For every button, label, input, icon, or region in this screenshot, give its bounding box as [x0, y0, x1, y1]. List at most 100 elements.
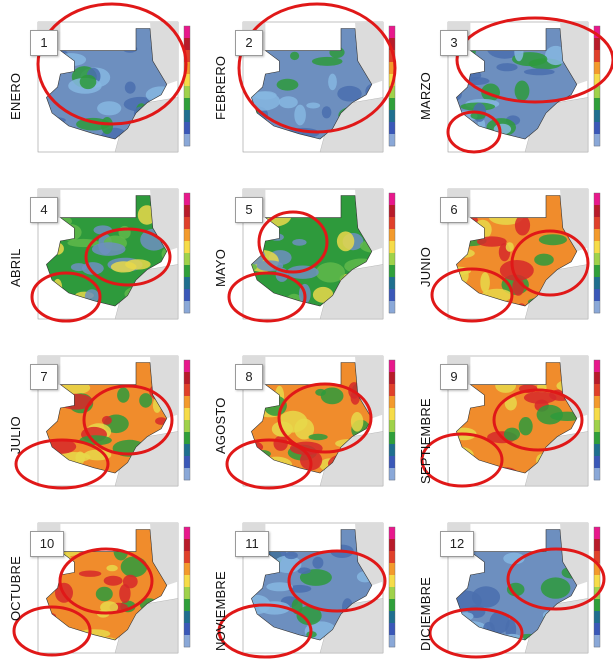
rainfall-map	[420, 355, 601, 488]
highlight-circle	[446, 110, 502, 154]
map-panel-abril: 4 ABRIL	[0, 167, 203, 332]
colorbar	[388, 25, 396, 147]
belize-land	[150, 523, 178, 586]
colorbar	[388, 359, 396, 481]
country-outline	[46, 28, 168, 140]
highlight-circle	[30, 271, 102, 323]
belize-land	[355, 189, 383, 252]
month-label: ENERO	[8, 72, 23, 120]
belize-land	[150, 356, 178, 419]
panel-number: 12	[440, 531, 474, 557]
panel-number: 6	[440, 197, 468, 223]
map-panel-septiembre: 9 SEPTIEMBRE	[410, 334, 613, 499]
highlight-circle	[430, 267, 514, 323]
panel-number: 3	[440, 30, 468, 56]
highlight-circle	[420, 432, 504, 488]
colorbar	[183, 526, 191, 648]
month-label: DICIEMBRE	[418, 576, 433, 651]
rainfall-map	[30, 188, 191, 323]
highlight-circle	[12, 605, 92, 657]
belize-land	[355, 22, 383, 85]
panel-number: 11	[235, 531, 269, 557]
map-panel-agosto: 8 AGOSTO	[205, 334, 408, 499]
country-outline	[251, 28, 373, 140]
panel-number: 4	[30, 197, 58, 223]
rainfall-map	[12, 522, 191, 657]
highlight-circle	[287, 549, 387, 613]
month-label: FEBRERO	[213, 55, 228, 120]
country-outline	[251, 362, 373, 474]
map-panel-noviembre: 11 NOVIEMBRE	[205, 501, 408, 666]
rainfall-map	[225, 355, 396, 490]
rainfall-map	[227, 188, 396, 323]
map-panel-enero: 1 ENERO	[0, 0, 203, 165]
rainfall-map	[36, 2, 191, 153]
month-label: AGOSTO	[213, 397, 228, 454]
month-label: NOVIEMBRE	[213, 571, 228, 651]
colorbar	[593, 25, 601, 147]
map-panel-junio: 6 JUNIO	[410, 167, 613, 332]
map-panel-febrero: 2 FEBRERO	[205, 0, 408, 165]
map-panel-diciembre: 12 DICIEMBRE	[410, 501, 613, 666]
colorbar	[183, 359, 191, 481]
highlight-circle	[237, 2, 397, 134]
highlight-circle	[225, 438, 313, 490]
highlight-circle	[455, 16, 613, 104]
highlight-circle	[84, 227, 172, 287]
country-outline	[251, 529, 373, 641]
highlight-circle	[36, 2, 188, 126]
map-panel-marzo: 3 MARZO	[410, 0, 613, 165]
highlight-circle	[277, 382, 373, 454]
highlight-circle	[257, 210, 329, 274]
rainfall-map	[430, 188, 601, 323]
highlight-circle	[428, 607, 524, 659]
rainfall-map	[237, 2, 397, 153]
belize-land	[355, 356, 383, 419]
country-outline	[456, 529, 578, 641]
colorbar	[183, 192, 191, 314]
month-label: MARZO	[418, 72, 433, 120]
panel-number: 2	[235, 30, 263, 56]
map-panel-octubre: 10 OCTUBRE	[0, 501, 203, 666]
belize-land	[150, 189, 178, 252]
rainfall-map	[428, 522, 606, 659]
highlight-circle	[227, 271, 307, 323]
country-outline	[46, 362, 168, 474]
panel-number: 1	[30, 30, 58, 56]
highlight-circle	[506, 547, 606, 611]
country-outline	[456, 28, 578, 140]
colorbar	[593, 359, 601, 481]
map-panel-julio: 7 JULIO	[0, 334, 203, 499]
colorbar	[388, 526, 396, 648]
month-label: JULIO	[8, 416, 23, 454]
colorbar	[593, 192, 601, 314]
month-label: ABRIL	[8, 248, 23, 287]
belize-land	[560, 189, 588, 252]
colorbar	[183, 25, 191, 147]
highlight-circle	[58, 547, 154, 615]
highlight-circle	[82, 384, 174, 456]
month-label: MAYO	[213, 248, 228, 287]
belize-land	[355, 523, 383, 586]
country-outline	[46, 195, 168, 307]
belize-land	[560, 523, 588, 586]
panel-number: 5	[235, 197, 263, 223]
colorbar	[593, 526, 601, 648]
highlight-circle	[14, 438, 110, 490]
rainfall-map	[217, 522, 396, 659]
country-outline	[456, 362, 578, 474]
belize-land	[150, 22, 178, 85]
month-label: JUNIO	[418, 247, 433, 287]
rainfall-map	[14, 355, 191, 490]
colorbar	[388, 192, 396, 314]
map-panel-mayo: 5 MAYO	[205, 167, 408, 332]
belize-land	[560, 22, 588, 85]
rainfall-map	[446, 16, 613, 154]
country-outline	[456, 195, 578, 307]
belize-land	[560, 356, 588, 419]
month-label: SEPTIEMBRE	[418, 398, 433, 484]
panel-number: 7	[30, 364, 58, 390]
panel-number: 10	[30, 531, 64, 557]
panel-number: 9	[440, 364, 468, 390]
